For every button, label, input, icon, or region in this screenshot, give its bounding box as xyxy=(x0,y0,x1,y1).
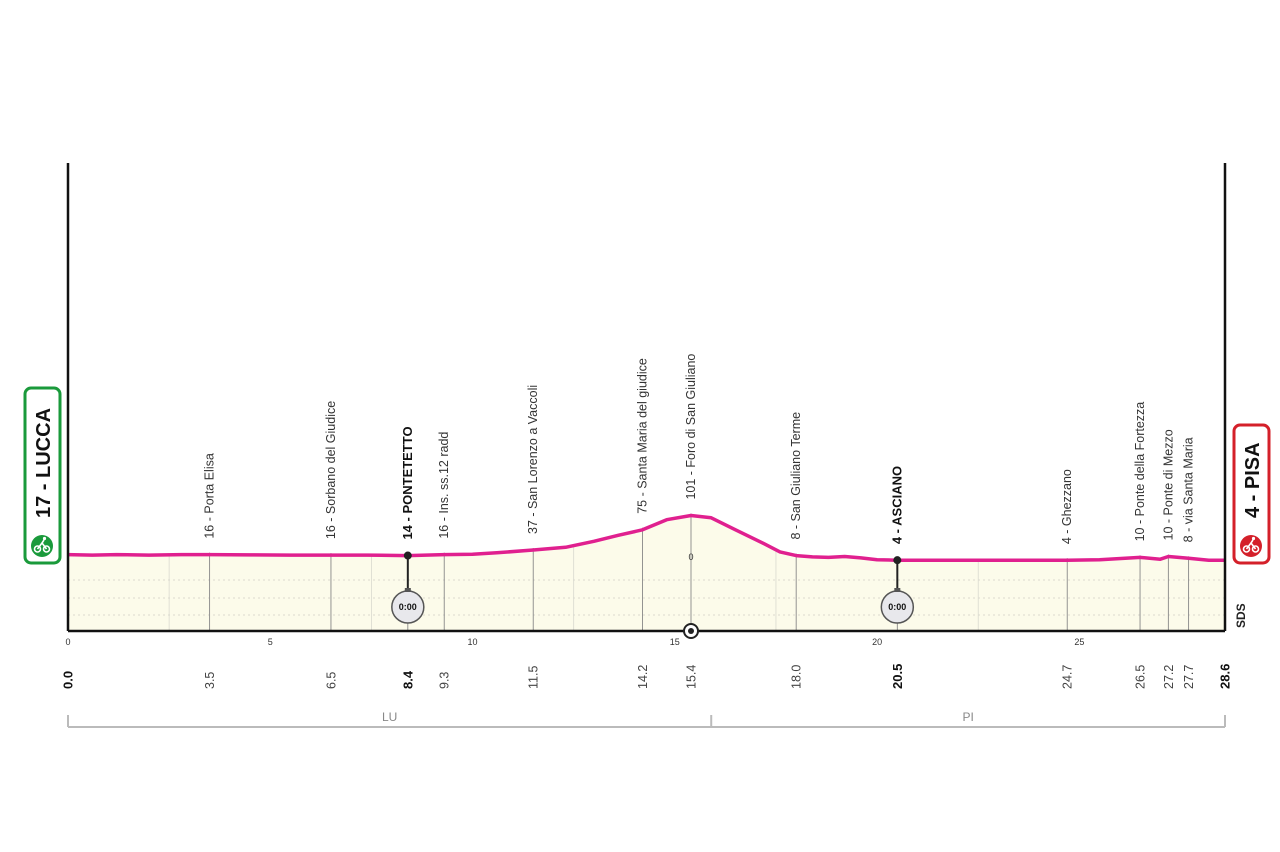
km-labels-layer: 0.0 3.5 6.5 8.4 9.3 11.5 14.2 15.4 18.0 20.5 24.7 2… xyxy=(61,664,1233,689)
km-label: 20.5 xyxy=(890,664,905,689)
cyclist-icon xyxy=(31,535,53,557)
km-label: 9.3 xyxy=(438,672,452,689)
km-label: 18.0 xyxy=(790,665,804,689)
start-city-label: 17 - LUCCA xyxy=(33,408,55,518)
markers-layer: 0:00 0:00 0 xyxy=(391,551,915,639)
grid-layer xyxy=(68,545,1225,631)
waypoint-label: 8 - San Giuliano Terme xyxy=(789,412,803,540)
waypoint-labels-layer: 16 - Porta Elisa 16 - Sorbano del Giudice… xyxy=(203,354,1196,545)
waypoint-label: 8 - via Santa Maria xyxy=(1182,437,1196,542)
km-label: 28.6 xyxy=(1218,664,1233,689)
waypoint-label: 75 - Santa Maria del giudice xyxy=(635,358,649,514)
timecheck-time: 0:00 xyxy=(888,602,906,612)
summit-marker-label: 0 xyxy=(688,552,693,562)
start-badge-frame xyxy=(23,386,62,565)
x-tick-label: 0 xyxy=(65,637,70,647)
waypoint-label: 16 - Ins. ss.12 radd xyxy=(437,432,451,539)
summit-marker-dot xyxy=(688,628,694,634)
finish-badge-frame xyxy=(1232,423,1271,565)
start-badge: 17 - LUCCA xyxy=(23,386,62,565)
tick-labels-layer: 0 5 10 15 20 25 xyxy=(65,637,1084,647)
km-label: 8.4 xyxy=(400,670,415,689)
waypoint-label: 4 - Ghezzano xyxy=(1060,469,1074,544)
finish-city-label: 4 - PISA xyxy=(1242,442,1264,518)
waypoint-label: 4 - ASCIANO xyxy=(889,466,904,544)
finish-badge: 4 - PISA xyxy=(1232,423,1271,565)
waypoint-label: 16 - Sorbano del Giudice xyxy=(324,401,338,539)
km-label: 3.5 xyxy=(203,672,217,689)
province-layer: LU PI xyxy=(67,710,1226,728)
km-label: 6.5 xyxy=(324,672,338,689)
km-label: 14.2 xyxy=(636,665,650,689)
km-label: 27.2 xyxy=(1162,665,1176,689)
x-tick-label: 15 xyxy=(670,637,680,647)
waypoint-label: 16 - Porta Elisa xyxy=(203,453,217,539)
x-tick-label: 5 xyxy=(268,637,273,647)
waypoint-label: 10 - Ponte della Fortezza xyxy=(1133,402,1147,542)
profile-area-layer xyxy=(68,515,1225,631)
km-label: 15.4 xyxy=(685,665,699,689)
province-label: LU xyxy=(382,710,397,724)
waypoint-label: 14 - PONTETETTO xyxy=(400,426,415,539)
km-label: 11.5 xyxy=(527,666,541,689)
finish-cyclist-icon xyxy=(1240,535,1262,557)
elevation-profile-line xyxy=(67,513,1225,562)
x-tick-label: 20 xyxy=(872,637,882,647)
profile-line-layer xyxy=(67,513,1225,562)
km-label: 27.7 xyxy=(1182,665,1196,689)
profile-area-fill xyxy=(68,515,1225,631)
province-label: PI xyxy=(962,710,973,724)
waypoint-label: 10 - Ponte di Mezzo xyxy=(1161,429,1175,540)
x-tick-label: 25 xyxy=(1074,637,1084,647)
waypoint-label: 101 - Foro di San Giuliano xyxy=(684,354,698,500)
brand-label: SDS xyxy=(1234,603,1248,628)
stopwatch-crown xyxy=(894,588,901,592)
km-label: 24.7 xyxy=(1061,665,1075,689)
waypoint-label: 37 - San Lorenzo a Vaccoli xyxy=(526,385,540,534)
km-label: 0.0 xyxy=(61,671,76,689)
timecheck-time: 0:00 xyxy=(399,602,417,612)
axis-layer xyxy=(66,163,1227,633)
stopwatch-crown xyxy=(404,588,411,592)
km-label: 26.5 xyxy=(1134,665,1148,689)
x-tick-label: 10 xyxy=(468,637,478,647)
